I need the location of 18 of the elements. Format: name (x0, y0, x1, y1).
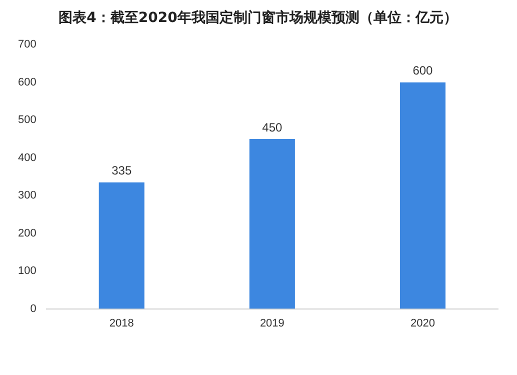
y-tick-label: 600 (18, 76, 36, 88)
data-label: 600 (412, 64, 434, 78)
bar (98, 182, 144, 309)
y-tick-label: 100 (18, 265, 36, 278)
data-label: 335 (112, 164, 132, 178)
y-tick-label: 700 (18, 38, 36, 51)
y-tick-label: 200 (18, 227, 36, 240)
y-tick-label: 0 (30, 302, 36, 315)
bar (249, 138, 295, 309)
y-tick-label: 300 (18, 190, 36, 202)
y-tick-label: 400 (18, 152, 36, 164)
x-tick-label: 2018 (109, 317, 134, 330)
data-label: 450 (262, 120, 283, 134)
x-tick-label: 2020 (410, 317, 435, 330)
y-tick-label: 500 (18, 114, 36, 126)
chart-title: 图表4：截至2020年我国定制门窗市场规模预测（单位：亿元） (58, 8, 458, 28)
bar (400, 82, 446, 309)
x-tick-label: 2019 (260, 317, 284, 330)
